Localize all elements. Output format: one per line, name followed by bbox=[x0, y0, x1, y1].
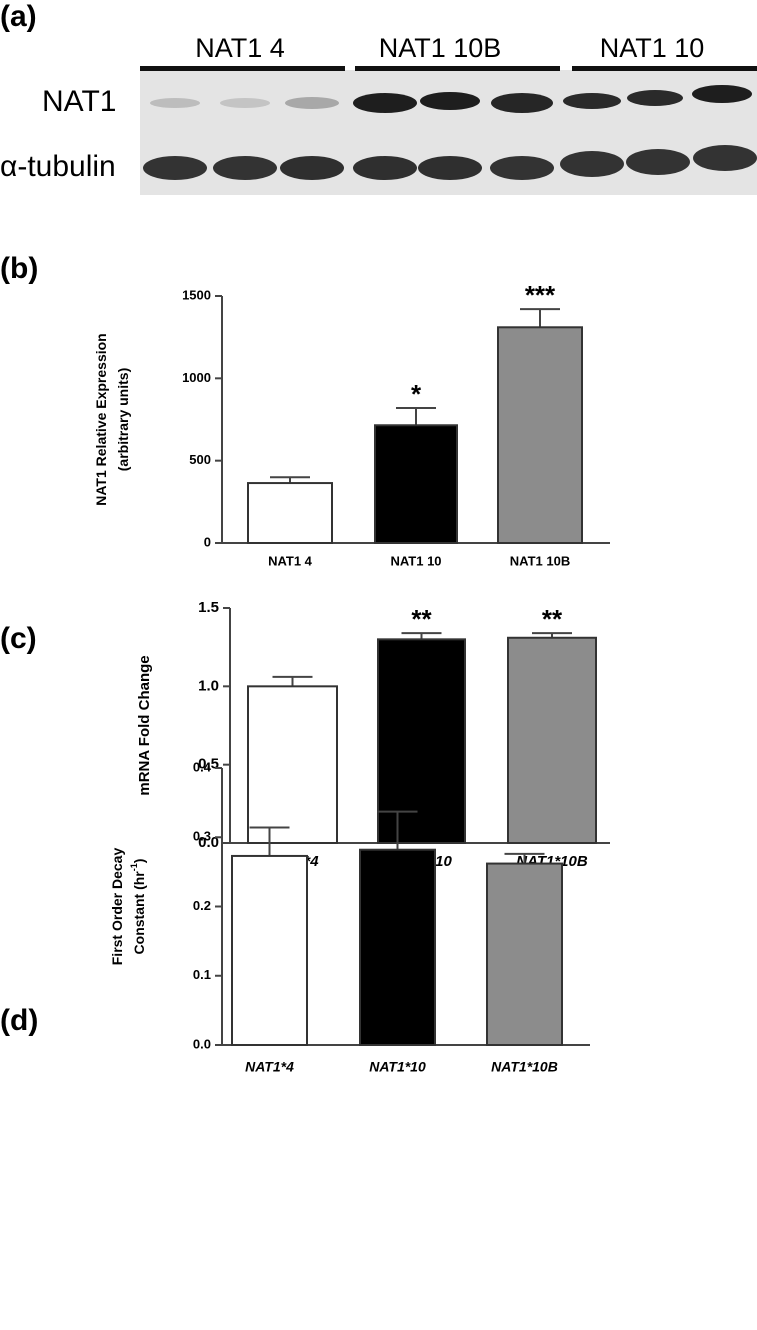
y-axis-label-text: NAT1 Relative Expression bbox=[93, 333, 109, 505]
row-label: α-tubulin bbox=[0, 150, 116, 183]
panel-label: (b) bbox=[0, 252, 38, 285]
y-tick-label: 1.5 bbox=[198, 599, 219, 616]
bar bbox=[507, 636, 597, 844]
y-axis-label-text: First Order Decay bbox=[109, 848, 125, 966]
y-tick-label: 0.0 bbox=[198, 834, 219, 851]
bar bbox=[247, 482, 333, 545]
y-axis-label: NAT1 Relative Expression bbox=[93, 333, 109, 505]
x-tick-label: NAT1*10B bbox=[491, 1059, 558, 1075]
lane-label: NAT1 10 bbox=[600, 33, 705, 63]
blot-image bbox=[140, 66, 757, 195]
row-label: NAT1 bbox=[42, 85, 116, 118]
y-axis-label: Constant (hr-1) bbox=[129, 859, 146, 955]
y-axis-label: mRNA Fold Change bbox=[136, 655, 153, 795]
bar bbox=[497, 326, 583, 544]
bar bbox=[377, 638, 466, 844]
y-tick-label: 0 bbox=[204, 534, 211, 549]
y-tick-label: 0.3 bbox=[193, 829, 211, 844]
bar bbox=[486, 862, 563, 1046]
y-tick-label: 1000 bbox=[182, 370, 211, 385]
y-axis-label-text: Constant (hr bbox=[131, 871, 147, 955]
y-axis-label-suffix: ) bbox=[131, 859, 147, 864]
lane-label: NAT1 4 bbox=[195, 33, 285, 63]
bar bbox=[231, 854, 308, 1047]
x-tick-label: NAT1*4 bbox=[245, 1059, 294, 1075]
y-axis-label: First Order Decay bbox=[109, 848, 125, 966]
significance: *** bbox=[525, 280, 556, 310]
panel-label: (d) bbox=[0, 1004, 38, 1037]
panel-label: (a) bbox=[0, 0, 37, 33]
y-tick-label: 1500 bbox=[182, 287, 211, 302]
bar bbox=[359, 848, 436, 1047]
y-axis-label: (arbitrary units) bbox=[115, 368, 131, 471]
y-axis-label-text: mRNA Fold Change bbox=[136, 655, 153, 795]
x-tick-label: NAT1 10 bbox=[390, 553, 441, 568]
y-axis-label-text: (arbitrary units) bbox=[115, 368, 131, 471]
y-tick-label: 0.1 bbox=[193, 967, 211, 982]
y-tick-label: 0.0 bbox=[193, 1036, 211, 1051]
bar bbox=[247, 685, 338, 844]
y-tick-label: 500 bbox=[189, 452, 211, 467]
y-tick-label: 0.4 bbox=[193, 759, 212, 774]
y-tick-label: 1.0 bbox=[198, 677, 219, 694]
lane-label: NAT1 10B bbox=[379, 33, 502, 63]
significance: * bbox=[411, 379, 422, 409]
significance: ** bbox=[542, 604, 563, 634]
y-tick-label: 0.2 bbox=[193, 898, 211, 913]
y-tick-label: 0.5 bbox=[198, 756, 219, 773]
bar bbox=[374, 424, 458, 544]
panel-label: (c) bbox=[0, 622, 37, 655]
x-tick-label: NAT1 4 bbox=[268, 553, 313, 568]
y-axis-label-superscript: -1 bbox=[129, 863, 139, 871]
x-tick-label: NAT1 10B bbox=[510, 553, 570, 568]
x-tick-label: NAT1*10 bbox=[369, 1059, 426, 1075]
significance: ** bbox=[411, 604, 432, 634]
